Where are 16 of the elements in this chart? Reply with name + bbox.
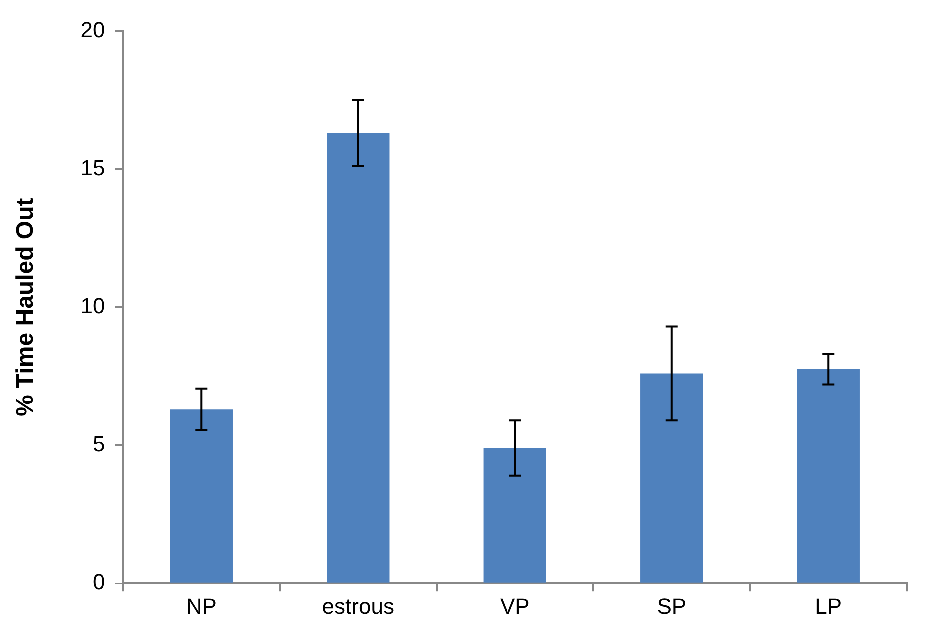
x-tick-label: NP (186, 594, 217, 619)
x-tick-label: estrous (322, 594, 394, 619)
bar (170, 410, 233, 583)
y-tick-label: 0 (93, 570, 106, 595)
bar (640, 374, 704, 583)
y-tick-label: 15 (80, 155, 106, 180)
bar (484, 448, 546, 583)
x-tick-label: LP (815, 594, 842, 619)
y-axis-title: % Time Hauled Out (12, 198, 40, 417)
y-tick-label: 5 (93, 432, 106, 457)
x-tick-label: SP (657, 594, 687, 619)
y-tick-label: 10 (80, 293, 106, 318)
bar (797, 370, 860, 583)
x-tick-label: VP (500, 594, 530, 619)
y-tick-label: 20 (80, 17, 106, 42)
bar (327, 133, 390, 583)
